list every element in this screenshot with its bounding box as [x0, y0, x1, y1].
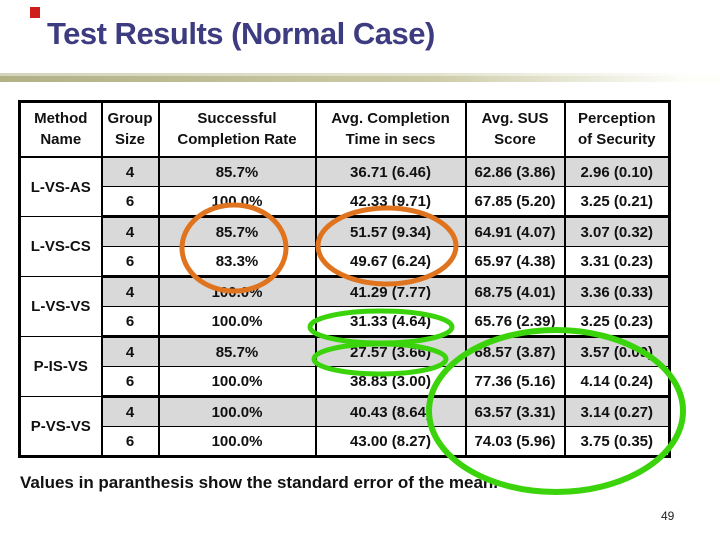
column-header-completion-time: Avg. Completion Time in secs	[314, 101, 467, 158]
rate-cell: 100.0%	[157, 396, 317, 427]
sus-cell: 62.86 (3.86)	[464, 157, 566, 187]
footnote: Values in paranthesis show the standard …	[20, 473, 499, 492]
group-size-cell: 6	[100, 426, 160, 458]
table-row: 6 100.0% 43.00 (8.27) 74.03 (5.96) 3.75 …	[20, 426, 671, 458]
table-row: 6 100.0% 31.33 (4.64) 65.76 (2.39) 3.25 …	[20, 306, 671, 338]
rate-cell: 85.7%	[157, 216, 317, 247]
security-cell: 2.96 (0.10)	[563, 157, 671, 187]
security-cell: 4.14 (0.24)	[563, 366, 671, 398]
security-cell: 3.07 (0.32)	[563, 216, 671, 247]
column-header-sus-score: Avg. SUS Score	[464, 101, 566, 158]
sus-cell: 65.76 (2.39)	[464, 306, 566, 338]
method-cell: P-IS-VS	[18, 336, 103, 397]
group-size-cell: 4	[100, 276, 160, 307]
group-size-cell: 6	[100, 306, 160, 338]
column-header-security: Perception of Security	[563, 101, 671, 158]
time-cell: 41.29 (7.77)	[314, 276, 467, 307]
sus-cell: 68.75 (4.01)	[464, 276, 566, 307]
time-cell: 49.67 (6.24)	[314, 246, 467, 278]
method-cell: P-VS-VS	[18, 396, 103, 457]
sus-cell: 77.36 (5.16)	[464, 366, 566, 398]
table-row: L-VS-VS 4 100.0% 41.29 (7.77) 68.75 (4.0…	[18, 276, 671, 337]
sus-cell: 68.57 (3.87)	[464, 336, 566, 367]
sus-cell: 64.91 (4.07)	[464, 216, 566, 247]
page-number: 49	[661, 509, 675, 523]
sus-cell: 63.57 (3.31)	[464, 396, 566, 427]
security-cell: 3.25 (0.21)	[563, 186, 671, 218]
time-cell: 38.83 (3.00)	[314, 366, 467, 398]
table-row: 6 83.3% 49.67 (6.24) 65.97 (4.38) 3.31 (…	[20, 246, 671, 278]
security-cell: 3.57 (0.09)	[563, 336, 671, 367]
security-cell: 3.31 (0.23)	[563, 246, 671, 278]
results-table-container: Method Name Group Size Successful Completio…	[18, 100, 671, 458]
group-size-cell: 6	[100, 366, 160, 398]
table-row: L-VS-AS 4 85.7% 36.71 (6.46) 62.86 (3.86…	[18, 157, 671, 217]
time-cell: 51.57 (9.34)	[314, 216, 467, 247]
time-cell: 42.33 (9.71)	[314, 186, 467, 218]
method-cell: L-VS-CS	[18, 216, 103, 277]
method-cell: L-VS-AS	[18, 157, 103, 217]
group-size-cell: 6	[100, 246, 160, 278]
table-row: 6 100.0% 42.33 (9.71) 67.85 (5.20) 3.25 …	[20, 186, 671, 218]
time-cell: 31.33 (4.64)	[314, 306, 467, 338]
table-row: P-VS-VS 4 100.0% 40.43 (8.64) 63.57 (3.3…	[18, 396, 671, 457]
page-title: Test Results (Normal Case)	[47, 16, 435, 51]
rate-cell: 100.0%	[157, 306, 317, 338]
group-size-cell: 4	[100, 216, 160, 247]
rate-cell: 85.7%	[157, 157, 317, 187]
title-accent-square-icon	[30, 7, 40, 18]
table-row: 6 100.0% 38.83 (3.00) 77.36 (5.16) 4.14 …	[20, 366, 671, 398]
rate-cell: 83.3%	[157, 246, 317, 278]
group-size-cell: 4	[100, 157, 160, 187]
security-cell: 3.36 (0.33)	[563, 276, 671, 307]
rate-cell: 100.0%	[157, 366, 317, 398]
time-cell: 40.43 (8.64)	[314, 396, 467, 427]
security-cell: 3.75 (0.35)	[563, 426, 671, 458]
table-row: L-VS-CS 4 85.7% 51.57 (9.34) 64.91 (4.07…	[18, 216, 671, 277]
table-row: P-IS-VS 4 85.7% 27.57 (3.66) 68.57 (3.87…	[18, 336, 671, 397]
method-cell: L-VS-VS	[18, 276, 103, 337]
group-size-cell: 6	[100, 186, 160, 218]
group-size-cell: 4	[100, 336, 160, 367]
column-header-completion-rate: Successful Completion Rate	[157, 101, 317, 158]
column-header-group-size: Group Size	[100, 101, 160, 158]
rate-cell: 100.0%	[157, 426, 317, 458]
group-size-cell: 4	[100, 396, 160, 427]
time-cell: 27.57 (3.66)	[314, 336, 467, 367]
column-header-method: Method Name	[18, 101, 103, 158]
time-cell: 36.71 (6.46)	[314, 157, 467, 187]
rate-cell: 100.0%	[157, 276, 317, 307]
results-table: Method Name Group Size Successful Completio…	[18, 100, 671, 458]
sus-cell: 65.97 (4.38)	[464, 246, 566, 278]
sus-cell: 67.85 (5.20)	[464, 186, 566, 218]
rate-cell: 85.7%	[157, 336, 317, 367]
security-cell: 3.14 (0.27)	[563, 396, 671, 427]
rate-cell: 100.0%	[157, 186, 317, 218]
sus-cell: 74.03 (5.96)	[464, 426, 566, 458]
security-cell: 3.25 (0.23)	[563, 306, 671, 338]
title-divider	[0, 73, 720, 82]
time-cell: 43.00 (8.27)	[314, 426, 467, 458]
